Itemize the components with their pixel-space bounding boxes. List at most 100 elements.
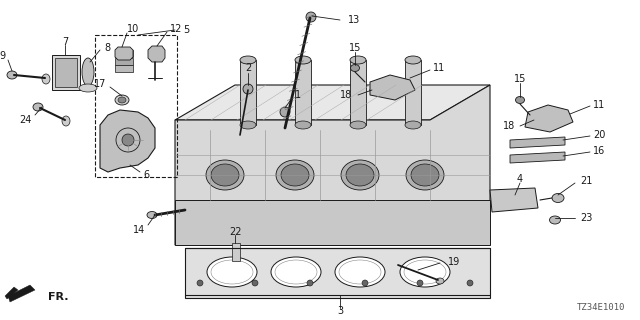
Text: 19: 19: [448, 257, 460, 267]
Polygon shape: [100, 110, 155, 172]
Text: 10: 10: [127, 24, 140, 34]
Polygon shape: [185, 248, 490, 298]
Ellipse shape: [436, 278, 444, 284]
Bar: [240, 60, 256, 125]
Polygon shape: [510, 137, 565, 148]
Circle shape: [307, 280, 313, 286]
Polygon shape: [115, 47, 133, 60]
Ellipse shape: [295, 56, 311, 64]
Bar: [350, 60, 366, 125]
Polygon shape: [175, 200, 490, 245]
Circle shape: [252, 280, 258, 286]
Polygon shape: [5, 287, 18, 299]
Ellipse shape: [350, 121, 366, 129]
Circle shape: [467, 280, 473, 286]
Text: 13: 13: [348, 15, 360, 25]
Text: 2: 2: [245, 63, 251, 73]
Circle shape: [122, 134, 134, 146]
Circle shape: [280, 107, 290, 117]
Polygon shape: [175, 85, 490, 245]
Text: 8: 8: [104, 43, 110, 53]
Text: 15: 15: [514, 74, 526, 84]
Ellipse shape: [206, 160, 244, 190]
Ellipse shape: [405, 121, 421, 129]
Text: 9: 9: [0, 51, 6, 61]
Text: 20: 20: [593, 130, 605, 140]
Bar: [52, 55, 80, 90]
Text: 16: 16: [593, 146, 605, 156]
Text: 3: 3: [337, 306, 343, 316]
Polygon shape: [148, 46, 165, 62]
Ellipse shape: [335, 257, 385, 287]
Bar: [55, 58, 77, 87]
Ellipse shape: [406, 160, 444, 190]
Ellipse shape: [240, 56, 256, 64]
Ellipse shape: [411, 164, 439, 186]
Bar: [115, 50, 133, 57]
Text: 24: 24: [20, 115, 32, 125]
Ellipse shape: [400, 257, 450, 287]
Bar: [295, 60, 311, 125]
Ellipse shape: [33, 103, 43, 111]
Circle shape: [197, 280, 203, 286]
Ellipse shape: [62, 116, 70, 126]
Ellipse shape: [281, 164, 309, 186]
Text: 4: 4: [517, 174, 523, 184]
Ellipse shape: [79, 84, 97, 92]
Polygon shape: [175, 85, 490, 120]
Polygon shape: [8, 285, 35, 302]
Text: 21: 21: [580, 176, 593, 186]
Text: 7: 7: [62, 37, 68, 47]
Bar: [95, 35, 177, 177]
Text: 22: 22: [228, 227, 241, 237]
Ellipse shape: [533, 116, 543, 124]
Polygon shape: [510, 152, 565, 163]
Ellipse shape: [211, 164, 239, 186]
Ellipse shape: [42, 74, 50, 84]
Bar: [115, 58, 133, 65]
Ellipse shape: [295, 121, 311, 129]
Text: 12: 12: [170, 24, 182, 34]
Ellipse shape: [240, 121, 256, 129]
Ellipse shape: [271, 257, 321, 287]
Text: FR.: FR.: [48, 292, 68, 302]
Ellipse shape: [552, 194, 564, 203]
Ellipse shape: [118, 97, 126, 103]
Text: TZ34E1010: TZ34E1010: [577, 303, 625, 312]
Ellipse shape: [350, 56, 366, 64]
Ellipse shape: [351, 65, 360, 71]
Ellipse shape: [372, 88, 378, 92]
Text: 18: 18: [503, 121, 515, 131]
Circle shape: [417, 280, 423, 286]
Ellipse shape: [515, 97, 525, 103]
Ellipse shape: [405, 56, 421, 64]
Text: 11: 11: [593, 100, 605, 110]
Ellipse shape: [276, 160, 314, 190]
Circle shape: [306, 12, 316, 22]
Polygon shape: [525, 105, 573, 132]
Polygon shape: [490, 188, 538, 212]
Text: 6: 6: [143, 170, 149, 180]
Ellipse shape: [147, 212, 157, 219]
Polygon shape: [370, 75, 415, 100]
Text: 17: 17: [93, 79, 106, 89]
Text: 5: 5: [183, 25, 189, 35]
Ellipse shape: [207, 257, 257, 287]
Ellipse shape: [346, 164, 374, 186]
Bar: [405, 60, 421, 125]
Ellipse shape: [82, 58, 94, 86]
Circle shape: [362, 280, 368, 286]
Bar: [232, 243, 240, 261]
Ellipse shape: [341, 160, 379, 190]
Text: 11: 11: [433, 63, 445, 73]
Ellipse shape: [7, 71, 17, 79]
Ellipse shape: [536, 118, 541, 122]
Ellipse shape: [370, 86, 380, 93]
Circle shape: [243, 84, 253, 94]
Text: 18: 18: [340, 90, 352, 100]
Text: 1: 1: [295, 90, 301, 100]
Ellipse shape: [550, 216, 561, 224]
Text: 14: 14: [132, 225, 145, 235]
Text: 23: 23: [580, 213, 593, 223]
Bar: [115, 65, 133, 72]
